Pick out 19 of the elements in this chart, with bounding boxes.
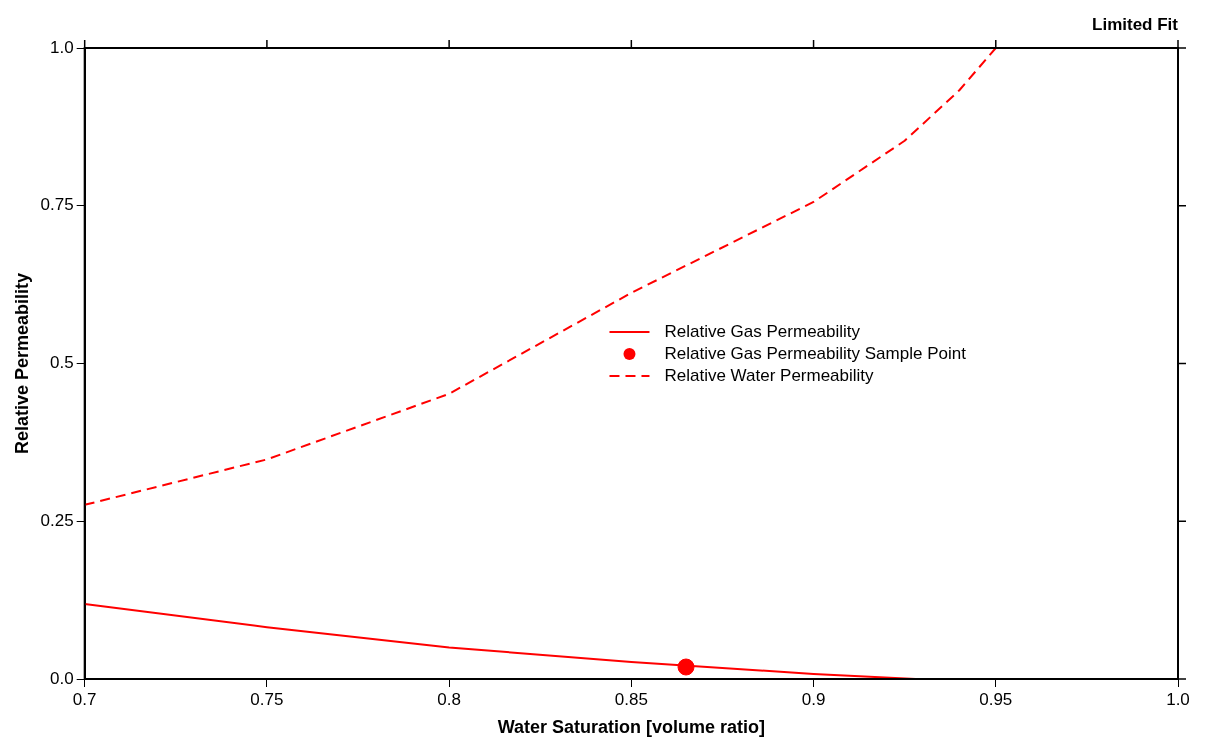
legend-label: Relative Water Permeability xyxy=(664,365,875,385)
y-tick-label: 0.0 xyxy=(50,668,74,688)
legend-label: Relative Gas Permeability xyxy=(664,321,861,341)
x-tick-label: 0.8 xyxy=(437,689,461,709)
x-axis-title: Water Saturation [volume ratio] xyxy=(497,717,766,738)
y-axis-title: Relative Permeability xyxy=(11,272,32,455)
x-tick-label: 1.0 xyxy=(1166,689,1190,709)
legend-label: Relative Gas Permeability Sample Point xyxy=(664,343,967,363)
chart-title: Limited Fit xyxy=(1092,15,1179,35)
y-tick-label: 0.75 xyxy=(40,195,74,215)
x-tick-label: 0.9 xyxy=(801,689,826,709)
x-tick-label: 0.85 xyxy=(614,689,648,709)
line-series xyxy=(84,48,997,506)
y-tick-label: 0.25 xyxy=(40,510,74,530)
x-tick-label: 0.7 xyxy=(72,689,97,709)
y-tick-label: 0.5 xyxy=(50,353,74,373)
y-tick-label: 1.0 xyxy=(50,37,74,57)
x-tick-label: 0.95 xyxy=(979,689,1013,709)
x-tick-label: 0.75 xyxy=(250,689,284,709)
